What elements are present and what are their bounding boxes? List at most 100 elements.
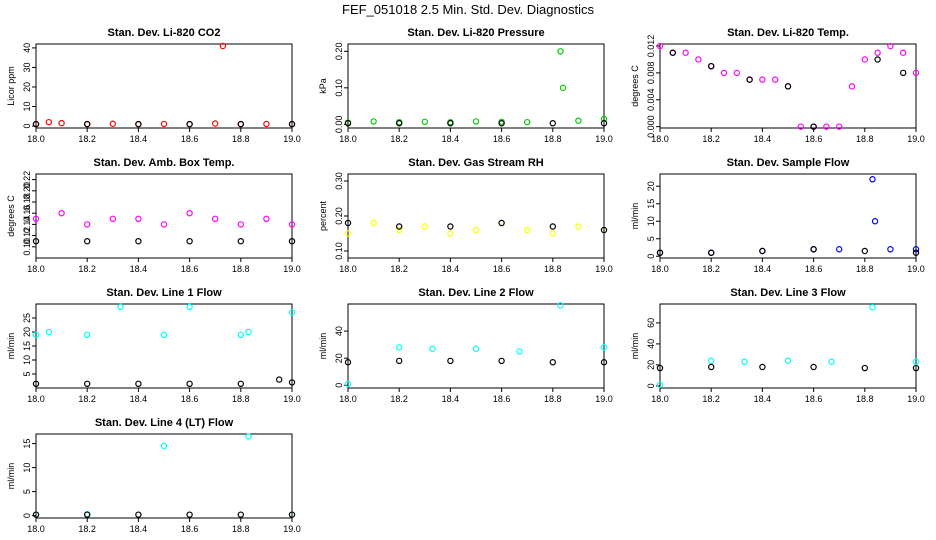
data-point (186, 237, 193, 245)
data-point (708, 62, 715, 70)
x-tick-label: 18.0 (651, 264, 669, 274)
x-tick-label: 18.2 (390, 264, 408, 274)
panel-2: Stan. Dev. Li-820 Temp. 18.0 18.2 18.4 18.6 1… (630, 27, 925, 144)
y-tick-label: 0.20 (334, 43, 344, 61)
data-point (733, 69, 741, 77)
data-point (135, 215, 142, 222)
panel-1: Stan. Dev. Li-820 Pressure 18.0 18.2 18.4 18… (318, 27, 613, 144)
y-tick-label: 0.008 (646, 62, 656, 85)
data-point (861, 364, 869, 372)
y-tick-label: 0 (22, 124, 32, 129)
data-point (237, 511, 244, 518)
data-point (83, 221, 91, 228)
y-tick-label: 0.10 (334, 242, 344, 260)
series-open (32, 42, 296, 128)
data-point (741, 358, 748, 365)
series-open (32, 303, 296, 338)
x-tick-label: 18.8 (544, 264, 562, 274)
data-point (429, 345, 436, 352)
series-closed (669, 49, 907, 130)
series-closed (656, 246, 920, 256)
data-point (720, 69, 728, 77)
data-point (32, 237, 40, 245)
data-point (784, 357, 792, 364)
series-closed (344, 120, 608, 127)
series-open (656, 303, 920, 389)
x-tick-label: 18.0 (339, 394, 357, 404)
data-point (219, 42, 227, 50)
plot-frame (35, 433, 293, 519)
data-point (695, 56, 702, 63)
y-tick-label: 20 (22, 82, 32, 92)
panel-title: Stan. Dev. Line 4 (LT) Flow (95, 417, 234, 429)
data-point (772, 76, 779, 83)
data-point (245, 328, 252, 336)
x-tick-label: 19.0 (283, 264, 301, 274)
x-tick-label: 19.0 (595, 264, 613, 274)
data-point (288, 120, 296, 128)
panel-title: Stan. Dev. Line 3 Flow (730, 287, 846, 299)
data-point (557, 48, 564, 55)
plot-frame (659, 173, 917, 259)
x-tick-label: 18.4 (130, 134, 148, 144)
data-point (828, 358, 835, 365)
panel-6: Stan. Dev. Line 1 Flow 18.0 18.2 18.4 18.6 18… (6, 287, 301, 404)
data-point (83, 331, 91, 338)
panel-7: Stan. Dev. Line 2 Flow 18.0 18.2 18.4 18.6 18… (318, 287, 613, 404)
data-point (810, 123, 817, 130)
data-point (810, 363, 817, 371)
x-tick-label: 18.4 (754, 264, 772, 274)
series-closed (656, 363, 920, 372)
x-tick-label: 18.2 (78, 264, 96, 274)
data-point (237, 120, 244, 128)
y-tick-label: 0.18 (22, 193, 32, 211)
x-tick-label: 19.0 (283, 394, 301, 404)
y-tick-label: 5 (646, 236, 656, 241)
plot-frame (347, 303, 605, 389)
x-tick-label: 19.0 (595, 394, 613, 404)
data-point (32, 511, 40, 518)
data-point (135, 237, 142, 245)
y-axis-label: kPa (318, 78, 328, 94)
data-point (45, 328, 53, 336)
data-point (836, 123, 843, 130)
data-point (245, 433, 252, 440)
data-point (759, 76, 766, 83)
data-point (912, 364, 920, 372)
data-point (575, 223, 582, 230)
data-point (472, 118, 480, 125)
data-point (396, 120, 403, 127)
y-tick-label: 30 (22, 62, 32, 72)
y-tick-label: 0.12 (22, 227, 32, 245)
data-point (549, 230, 557, 237)
data-point (708, 357, 715, 364)
data-point (58, 119, 65, 127)
y-tick-label: 10 (22, 355, 32, 365)
data-point (370, 219, 377, 227)
y-tick-label: 15 (22, 439, 32, 449)
data-point (900, 49, 907, 56)
y-tick-label: 0.16 (22, 204, 32, 222)
data-point (421, 223, 428, 230)
data-point (912, 69, 920, 77)
data-point (912, 249, 920, 256)
x-tick-label: 18.6 (493, 394, 511, 404)
y-axis-label: ml/min (6, 333, 16, 360)
x-tick-label: 18.8 (544, 134, 562, 144)
data-point (237, 331, 244, 338)
data-point (83, 120, 91, 128)
y-tick-label: 0.012 (646, 35, 656, 58)
data-point (575, 117, 582, 124)
data-point (759, 247, 766, 255)
data-point (874, 49, 881, 56)
data-point (874, 56, 881, 63)
data-point (656, 381, 664, 389)
y-tick-label: 0.10 (22, 238, 32, 256)
data-point (288, 237, 296, 245)
data-point (498, 120, 505, 127)
data-point (396, 357, 403, 365)
data-point (912, 246, 920, 253)
data-point (263, 215, 270, 222)
data-point (83, 380, 91, 387)
figure-title: FEF_051018 2.5 Min. Std. Dev. Diagnostic… (342, 2, 594, 17)
